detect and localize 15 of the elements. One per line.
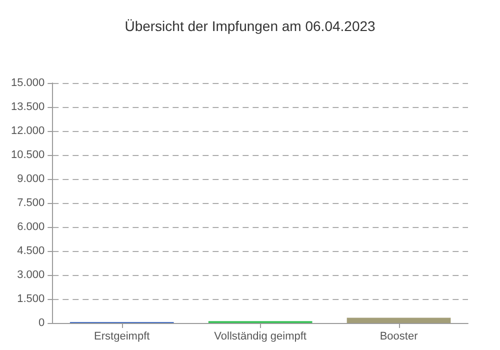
y-tick-label: 4.500	[17, 245, 45, 257]
x-tick-label: Vollständig geimpft	[214, 330, 306, 342]
y-tick-label: 10.500	[10, 149, 45, 161]
y-tick-label: 7.500	[17, 197, 45, 209]
x-tick-label: Booster	[380, 330, 418, 342]
y-tick-label: 6.000	[17, 221, 45, 233]
x-tick-label: Erstgeimpft	[94, 330, 150, 342]
y-tick-label: 12.000	[10, 125, 45, 137]
y-tick-label: 13.500	[10, 101, 45, 113]
y-tick-label: 0	[38, 317, 45, 329]
y-tick-label: 1.500	[17, 293, 45, 305]
y-tick-label: 9.000	[17, 173, 45, 185]
chart-title: Übersicht der Impfungen am 06.04.2023	[124, 18, 376, 34]
y-tick-label: 3.000	[17, 269, 45, 281]
y-tick-label: 15.000	[10, 77, 45, 89]
